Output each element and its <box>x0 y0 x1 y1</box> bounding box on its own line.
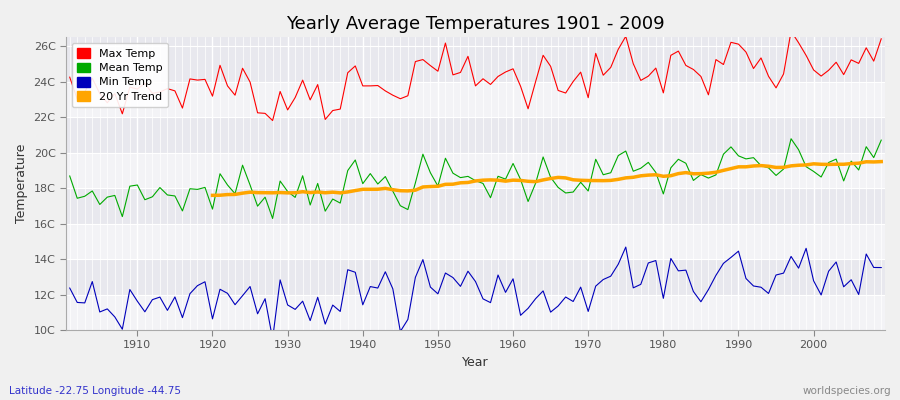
Bar <box>66 224 885 259</box>
Bar <box>66 153 885 188</box>
Legend: Max Temp, Mean Temp, Min Temp, 20 Yr Trend: Max Temp, Mean Temp, Min Temp, 20 Yr Tre… <box>71 43 168 107</box>
Bar <box>66 82 885 117</box>
Title: Yearly Average Temperatures 1901 - 2009: Yearly Average Temperatures 1901 - 2009 <box>286 15 665 33</box>
X-axis label: Year: Year <box>463 356 489 369</box>
Y-axis label: Temperature: Temperature <box>15 144 28 223</box>
Bar <box>66 294 885 330</box>
Text: Latitude -22.75 Longitude -44.75: Latitude -22.75 Longitude -44.75 <box>9 386 181 396</box>
Text: worldspecies.org: worldspecies.org <box>803 386 891 396</box>
